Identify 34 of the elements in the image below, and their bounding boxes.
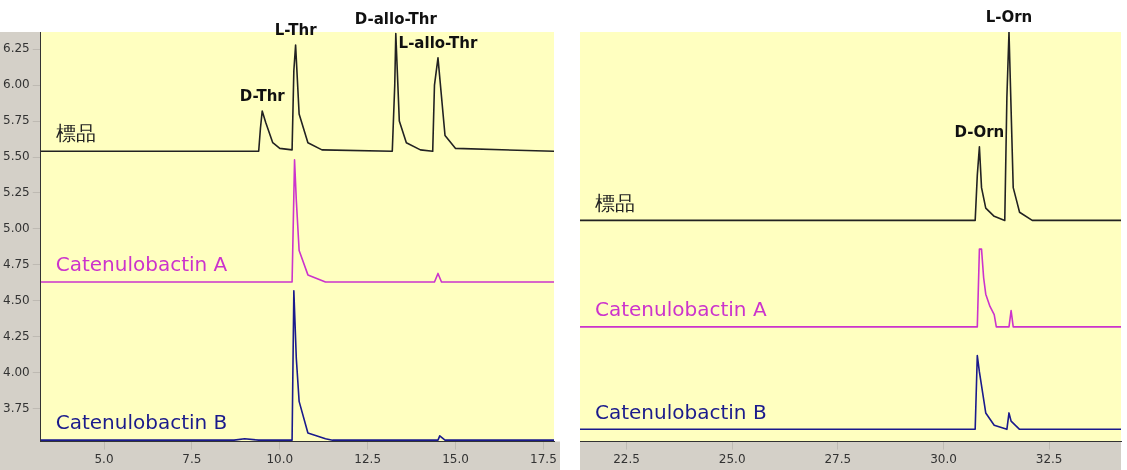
series-label: Catenulobactin B (595, 399, 767, 424)
x-tick-label: 7.5 (182, 451, 202, 466)
x-tick-label: 10.0 (266, 451, 294, 466)
series-label: Catenulobactin A (595, 297, 767, 322)
y-tick-label: 5.25 (3, 185, 30, 200)
x-tick-label: 5.0 (94, 451, 114, 466)
x-tick-label: 17.5 (530, 451, 557, 466)
series-label: Catenulobactin B (55, 410, 228, 435)
series-label: 標品 (595, 190, 635, 215)
y-tick-label: 4.75 (3, 256, 30, 271)
annotation: D-Thr (239, 87, 286, 106)
x-tick-label: 27.5 (824, 451, 852, 466)
annotation: D-Orn (954, 123, 1005, 142)
annotation: L-Thr (274, 21, 318, 40)
annotation: L-allo-Thr (398, 34, 478, 53)
y-tick-label: 4.50 (3, 292, 30, 307)
y-tick-label: 3.75 (3, 400, 30, 415)
series-label: 標品 (55, 121, 96, 146)
y-tick-label: 5.50 (3, 149, 30, 164)
y-tick-label: 6.00 (3, 77, 30, 92)
y-tick-label: 4.00 (3, 364, 30, 379)
x-tick-label: 22.5 (613, 451, 640, 466)
x-tick-label: 15.0 (442, 451, 469, 466)
annotation: D-allo-Thr (354, 9, 438, 28)
x-tick-label: 32.5 (1035, 451, 1063, 466)
y-tick-label: 5.75 (3, 113, 30, 128)
annotation: L-Orn (985, 8, 1033, 27)
x-tick-label: 30.0 (930, 451, 957, 466)
y-tick-label: 4.25 (3, 328, 30, 343)
y-tick-label: 6.25 (3, 41, 30, 56)
series-label: Catenulobactin A (55, 252, 228, 277)
x-tick-label: 12.5 (354, 451, 382, 466)
x-tick-label: 25.0 (718, 451, 746, 466)
y-tick-label: 5.00 (3, 221, 30, 236)
